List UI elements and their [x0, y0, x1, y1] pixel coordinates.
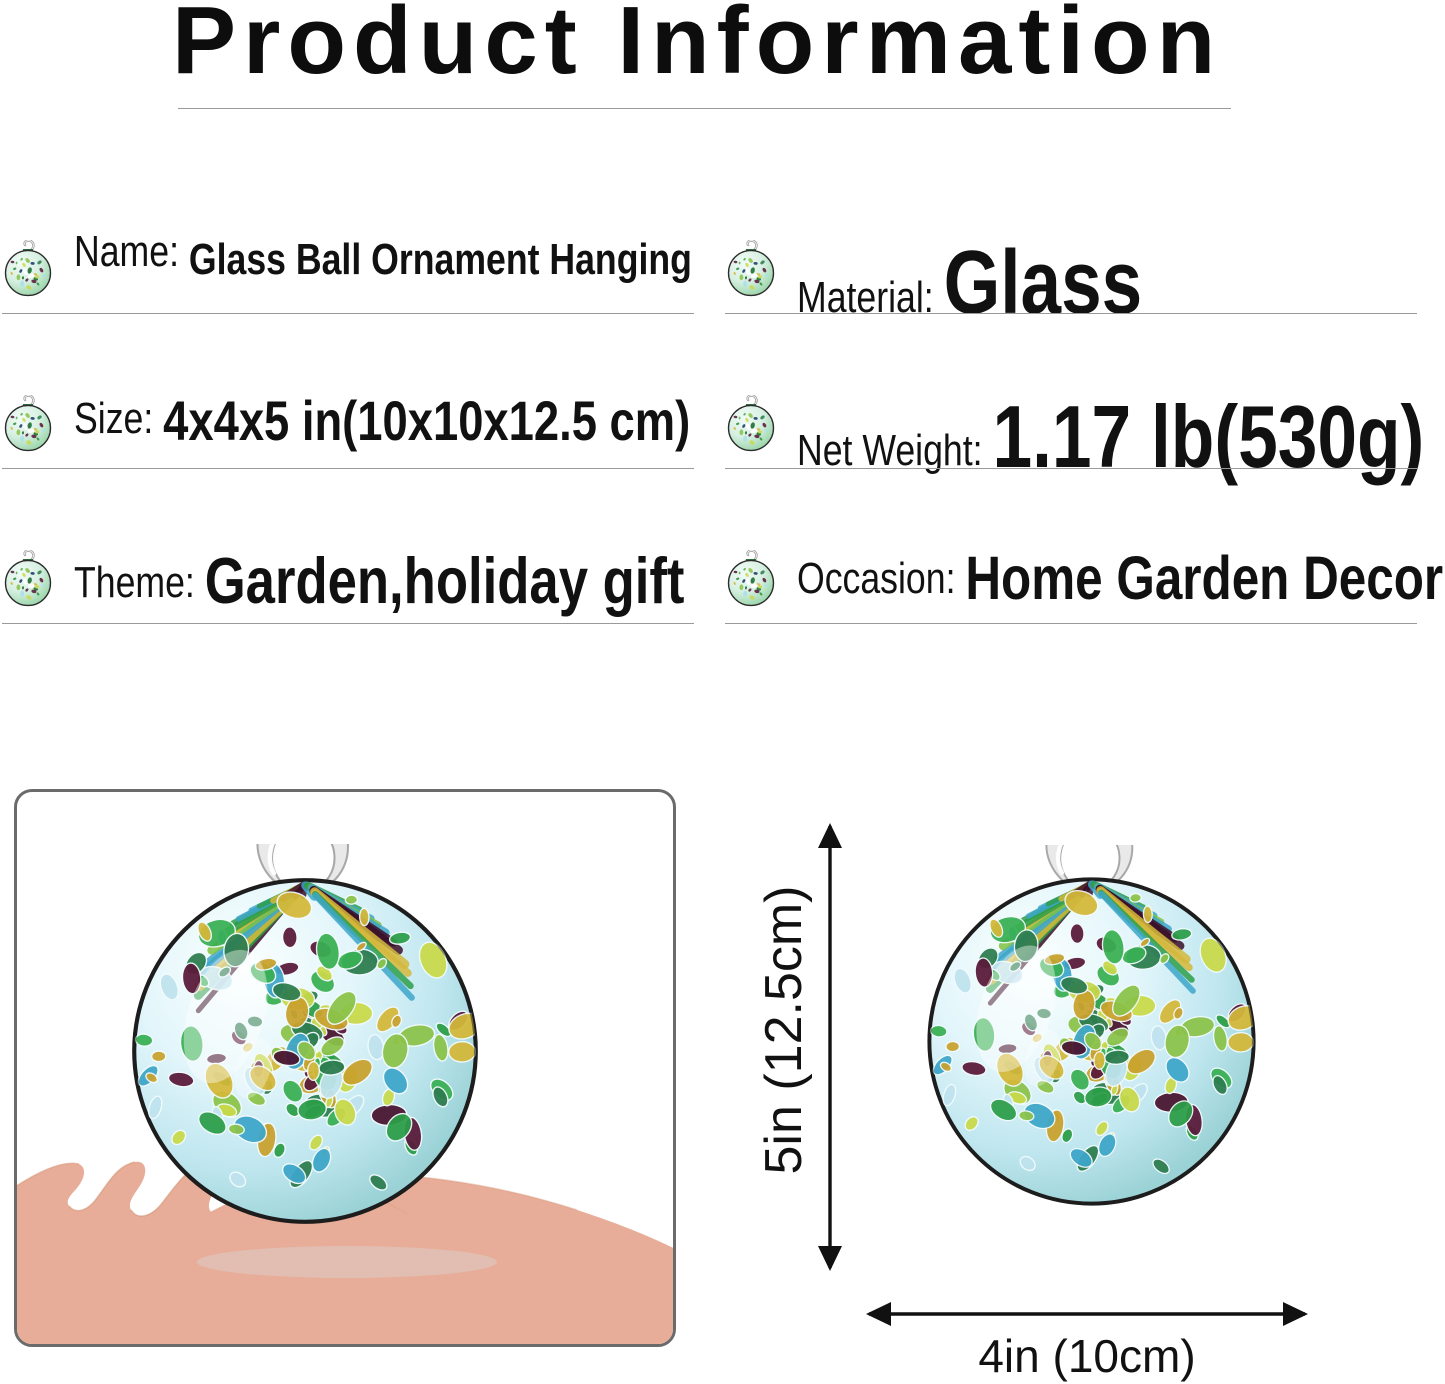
- svg-text:5in (12.5cm): 5in (12.5cm): [755, 886, 813, 1175]
- svg-text:4in (10cm): 4in (10cm): [978, 1330, 1195, 1382]
